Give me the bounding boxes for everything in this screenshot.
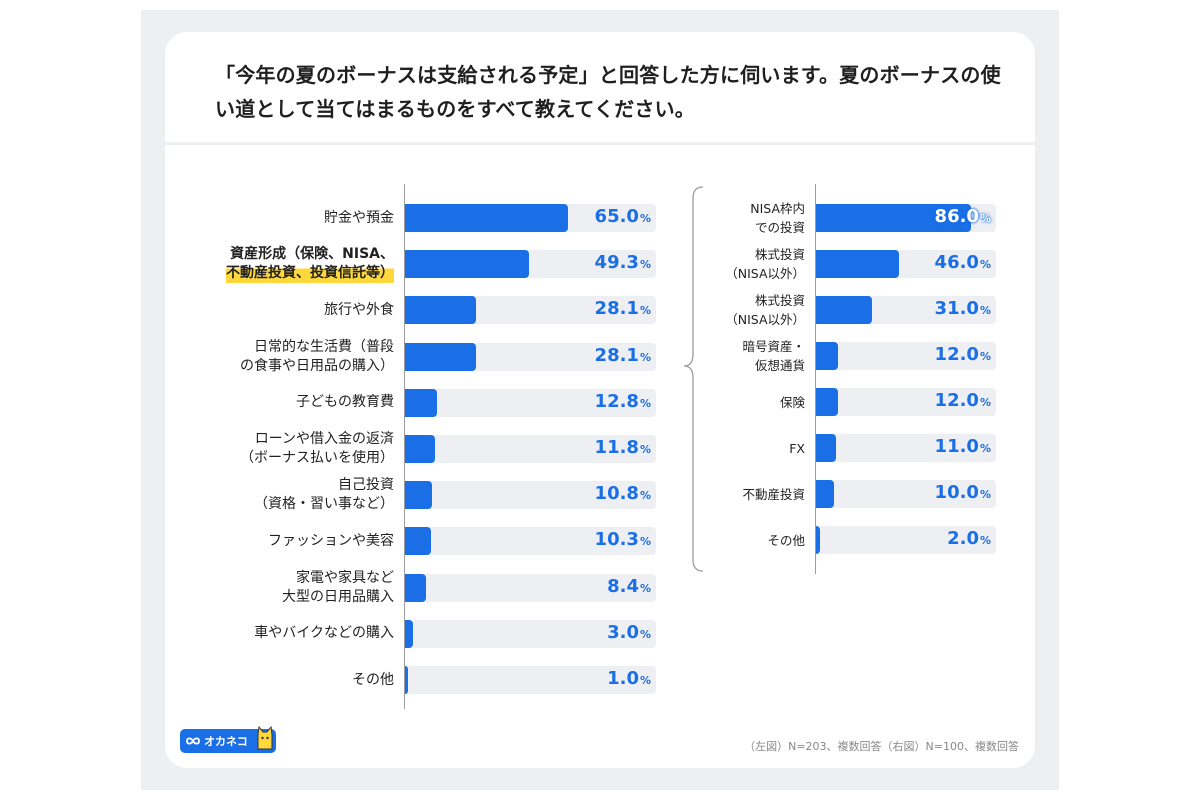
bar-track [405, 666, 656, 694]
bar-track [405, 296, 656, 325]
bar-track [405, 573, 656, 602]
chart-axis [815, 184, 816, 574]
bar-value-label: 86.0% [934, 206, 991, 227]
bar-label: 不動産投資 [742, 486, 805, 502]
bar [405, 481, 433, 510]
title-divider [165, 142, 1035, 145]
bar-track [405, 619, 656, 648]
bar-value-label: 1.0% [607, 668, 651, 689]
bar-track [816, 526, 996, 554]
cat-mascot-icon [257, 725, 273, 750]
bar [816, 480, 834, 508]
bar [405, 435, 435, 463]
bar [816, 342, 838, 370]
bar-value-label: 12.8% [594, 390, 651, 412]
bar-track [405, 250, 656, 279]
bar-label: 暗号資産・ 仮想通貨 [742, 339, 805, 373]
bar-label: ローンや借入金の返済 （ボーナス払いを使用） [240, 431, 394, 466]
bar-value-label: 12.0% [934, 344, 991, 365]
bar [405, 342, 476, 371]
logo-text: オカネコ [204, 735, 248, 748]
bar-value-label: 11.8% [594, 437, 651, 458]
bar [405, 573, 427, 602]
bar-track [405, 527, 656, 556]
bar [816, 388, 838, 416]
bar [816, 250, 899, 278]
breakdown-brace [683, 186, 704, 572]
bar-value-label: 3.0% [607, 621, 651, 643]
bar [405, 527, 431, 556]
bar-label: 家電や家具など 大型の日用品購入 [282, 569, 394, 605]
bar-track [816, 434, 996, 462]
bar [816, 526, 820, 554]
bar-track [816, 204, 996, 232]
bar-label: 子どもの教育費 [296, 394, 394, 411]
bar-value-label: 10.0% [934, 482, 991, 503]
bar-value-label: 49.3% [594, 252, 651, 274]
bar-value-label: 65.0% [594, 206, 651, 227]
bar-label: 株式投資 （NISA以外） [725, 293, 805, 327]
bar-track [816, 296, 996, 324]
survey-question: 「今年の夏のボーナスは支給される予定」と回答した方に伺います。夏のボーナスの使い… [215, 63, 1001, 121]
bar-track [816, 250, 996, 278]
bar-label: 旅行や外食 [324, 301, 394, 318]
bar-track [405, 388, 656, 417]
chart-axis [404, 184, 405, 709]
bar-track [816, 342, 996, 370]
survey-card: 「今年の夏のボーナスは支給される予定」と回答した方に伺います。夏のボーナスの使い… [165, 32, 1035, 768]
okaneko-logo: オカネコ [180, 725, 276, 753]
bar-track [405, 435, 656, 463]
bar [405, 388, 438, 417]
bar-label: その他 [767, 532, 805, 548]
bar [405, 296, 476, 325]
bar-track [405, 342, 656, 371]
bar [816, 434, 836, 462]
bar [405, 250, 529, 279]
bar [405, 619, 413, 648]
bar-track [405, 204, 656, 232]
bar-value-label: 10.8% [594, 483, 651, 505]
bar-label: 自己投資 （資格・習い事など） [254, 477, 394, 513]
bar [405, 666, 408, 694]
bar [816, 204, 971, 232]
bar-value-label: 28.1% [594, 344, 651, 366]
bar-label: 資産形成（保険、NISA、 不動産投資、投資信託等） [226, 245, 394, 284]
bar-label: ファッションや美容 [268, 532, 394, 549]
bar-label: その他 [352, 671, 394, 688]
bar-track [816, 480, 996, 508]
bar-track [405, 481, 656, 510]
bar [816, 296, 872, 324]
bar-label: NISA枠内 での投資 [750, 201, 805, 235]
sample-size-footnote: （左図）N=203、複数回答（右図）N=100、複数回答 [744, 740, 1019, 753]
bar-value-label: 46.0% [934, 252, 991, 273]
bar [405, 204, 569, 232]
bar-track [816, 388, 996, 416]
bar-value-label: 12.0% [934, 390, 991, 411]
bar-value-label: 11.0% [934, 436, 991, 457]
bar-value-label: 8.4% [607, 575, 651, 597]
bar-label: 貯金や預金 [324, 209, 394, 226]
bar-value-label: 31.0% [934, 298, 991, 319]
bar-label: 日常的な生活費（普段 の食事や日用品の購入） [240, 338, 394, 374]
bar-label: 株式投資 （NISA以外） [725, 247, 805, 281]
infinity-icon [186, 737, 200, 745]
bar-label: FX [789, 440, 805, 456]
bar-value-label: 10.3% [594, 529, 651, 551]
bar-value-label: 28.1% [594, 298, 651, 320]
bar-value-label: 2.0% [947, 528, 991, 549]
bar-label: 保険 [779, 394, 805, 410]
bar-label: 車やバイクなどの購入 [254, 625, 394, 642]
